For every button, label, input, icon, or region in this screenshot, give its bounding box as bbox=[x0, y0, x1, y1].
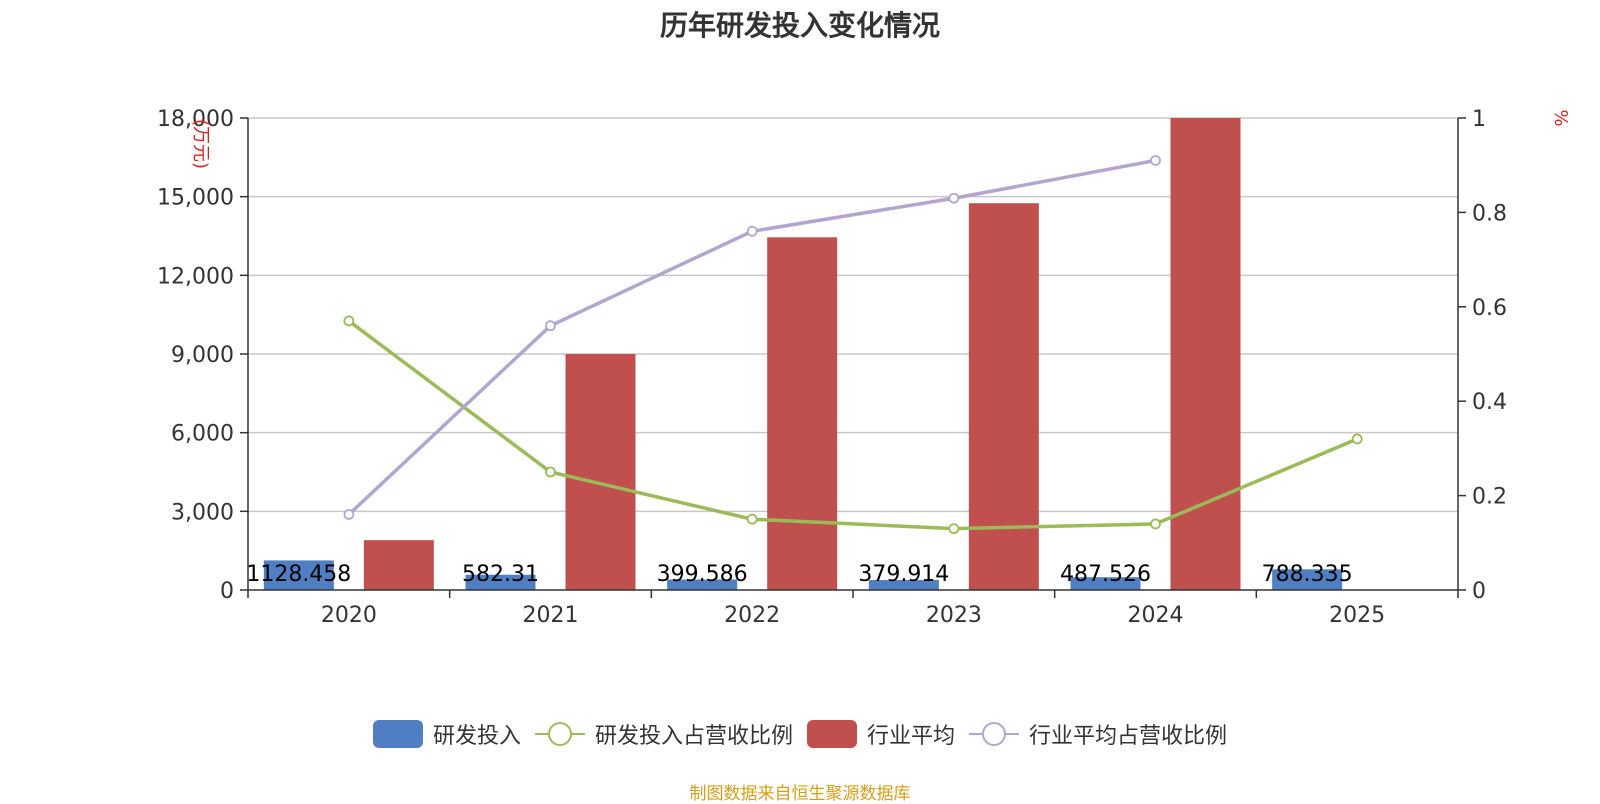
data-label-rd-investment: 582.31 bbox=[462, 562, 539, 587]
point-industry-ratio[interactable] bbox=[746, 225, 758, 237]
point-rd-ratio[interactable] bbox=[1351, 433, 1363, 445]
legend-label-rd-investment: 研发投入 bbox=[432, 724, 521, 749]
data-label-rd-investment: 788.335 bbox=[1262, 562, 1353, 587]
point-industry-ratio[interactable] bbox=[343, 509, 355, 520]
legend-item-rd-ratio[interactable]: 研发投入占营收比例 bbox=[534, 718, 793, 750]
y-left-tick-label: 3,000 bbox=[171, 500, 234, 525]
chart-title: 历年研发投入变化情况 bbox=[659, 9, 940, 42]
y-left-tick-label: 0 bbox=[220, 579, 234, 604]
bar-industry-average[interactable] bbox=[565, 354, 636, 590]
legend-item-industry-ratio[interactable]: 行业平均占营收比例 bbox=[969, 718, 1227, 750]
data-label-rd-investment: 487.526 bbox=[1060, 562, 1151, 587]
point-industry-ratio[interactable] bbox=[1150, 155, 1161, 166]
data-source-note: 制图数据来自恒生聚源数据库 bbox=[689, 784, 911, 804]
y-right-tick-label: 0 bbox=[1472, 579, 1486, 604]
y-left-tick-label: 18,000 bbox=[157, 107, 234, 132]
legend-label-industry-ratio: 行业平均占营收比例 bbox=[1029, 724, 1228, 749]
point-rd-ratio[interactable] bbox=[948, 523, 960, 535]
bar-rd-investment[interactable] bbox=[465, 574, 536, 590]
y-left-tick-label: 9,000 bbox=[171, 343, 234, 368]
legend-item-industry-average[interactable]: 行业平均 bbox=[807, 718, 955, 750]
point-rd-ratio[interactable] bbox=[746, 513, 758, 525]
point-rd-ratio[interactable] bbox=[545, 466, 556, 478]
x-tick-label: 2025 bbox=[1329, 603, 1385, 628]
y-right-tick-label: 0.4 bbox=[1472, 390, 1507, 415]
x-tick-label: 2022 bbox=[724, 603, 780, 628]
point-rd-ratio[interactable] bbox=[1150, 518, 1161, 530]
legend-swatch-industry-average bbox=[807, 720, 857, 748]
legend-label-rd-ratio: 研发投入占营收比例 bbox=[594, 724, 793, 749]
y-left-tick-label: 6,000 bbox=[171, 422, 234, 447]
y-right-tick-label: 0.8 bbox=[1472, 201, 1507, 226]
x-tick-label: 2024 bbox=[1128, 603, 1184, 628]
legend: 研发投入 研发投入占营收比例 行业平均 行业平均占营收比例 bbox=[0, 718, 1600, 750]
legend-item-rd-investment[interactable]: 研发投入 bbox=[372, 718, 521, 750]
y-right-axis-label: % bbox=[1550, 109, 1571, 126]
bar-industry-average[interactable] bbox=[968, 203, 1039, 590]
legend-label-industry-average: 行业平均 bbox=[867, 724, 956, 749]
bar-rd-investment[interactable] bbox=[667, 579, 738, 590]
legend-swatch-rd-ratio bbox=[534, 720, 585, 748]
y-left-tick-label: 15,000 bbox=[157, 186, 234, 211]
point-rd-ratio[interactable] bbox=[343, 315, 355, 327]
bar-industry-average[interactable] bbox=[363, 540, 434, 590]
x-tick-label: 2023 bbox=[926, 603, 982, 628]
bar-rd-investment[interactable] bbox=[1070, 577, 1141, 590]
y-left-axis-label: (万元) bbox=[190, 119, 211, 169]
bar-rd-investment[interactable] bbox=[1272, 569, 1343, 590]
bar-industry-average[interactable] bbox=[767, 237, 838, 591]
x-tick-label: 2020 bbox=[321, 603, 377, 628]
point-industry-ratio[interactable] bbox=[545, 320, 556, 332]
line-rd-ratio bbox=[347, 319, 1358, 531]
bar-rd-investment[interactable] bbox=[868, 580, 939, 590]
y-right-tick-label: 0.2 bbox=[1472, 485, 1507, 510]
y-right-tick-label: 0.6 bbox=[1472, 296, 1507, 321]
legend-swatch-rd-investment bbox=[372, 720, 423, 748]
x-tick-label: 2021 bbox=[523, 603, 579, 628]
bar-industry-average[interactable] bbox=[1170, 118, 1241, 590]
bar-rd-investment[interactable] bbox=[263, 560, 334, 590]
y-left-tick-label: 12,000 bbox=[157, 264, 234, 289]
data-label-rd-investment: 1128.458 bbox=[246, 562, 351, 587]
y-right-tick-label: 1 bbox=[1472, 107, 1486, 132]
data-label-rd-investment: 399.586 bbox=[657, 562, 748, 587]
data-label-rd-investment: 379.914 bbox=[858, 562, 949, 587]
legend-swatch-industry-ratio bbox=[969, 720, 1020, 748]
point-industry-ratio[interactable] bbox=[948, 192, 960, 204]
